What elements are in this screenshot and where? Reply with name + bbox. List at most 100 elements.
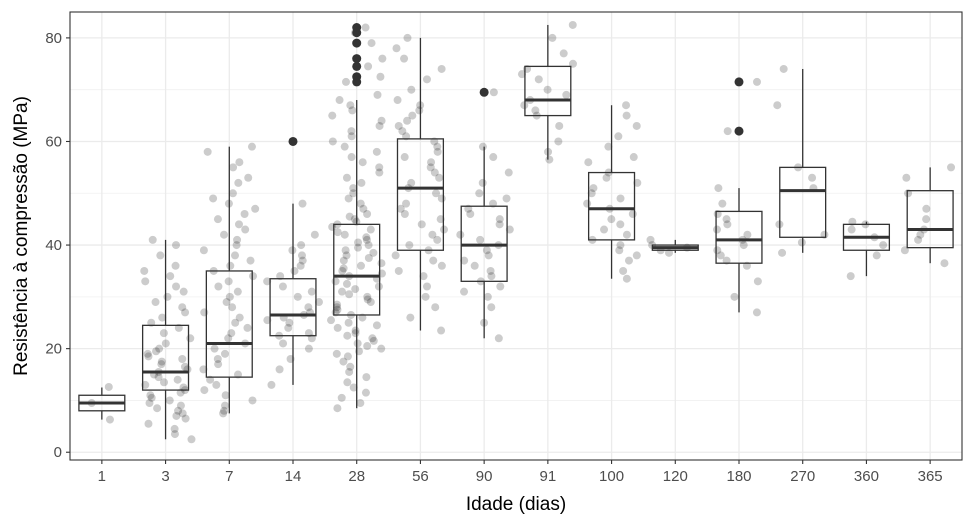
outlier-point	[734, 77, 744, 87]
data-point	[314, 298, 323, 307]
data-point	[713, 225, 722, 234]
data-point	[203, 147, 212, 156]
data-point	[403, 33, 412, 42]
data-point	[739, 241, 748, 250]
data-point	[263, 277, 272, 286]
data-point	[159, 329, 168, 338]
data-point	[391, 251, 400, 260]
data-point	[773, 101, 782, 110]
data-point	[353, 243, 362, 252]
data-point	[333, 300, 342, 309]
data-point	[221, 391, 230, 400]
data-point	[496, 282, 505, 291]
data-point	[368, 334, 377, 343]
data-point	[340, 142, 349, 151]
data-point	[157, 360, 166, 369]
data-point	[307, 287, 316, 296]
data-point	[332, 349, 341, 358]
data-point	[345, 367, 354, 376]
data-point	[779, 64, 788, 73]
data-point	[147, 393, 156, 402]
data-point	[346, 101, 355, 110]
data-point	[347, 127, 356, 136]
data-point	[752, 77, 761, 86]
data-point	[400, 54, 409, 63]
box-iqr	[715, 210, 763, 264]
outlier-point	[734, 126, 744, 136]
data-point	[285, 318, 294, 327]
data-point	[716, 251, 725, 260]
data-point	[210, 344, 219, 353]
data-point	[297, 251, 306, 260]
data-point	[616, 241, 625, 250]
data-point	[232, 241, 241, 250]
data-point	[487, 303, 496, 312]
data-point	[349, 383, 358, 392]
data-point	[233, 287, 242, 296]
data-point	[228, 189, 237, 198]
data-point	[174, 406, 183, 415]
data-point	[407, 178, 416, 187]
x-axis-title: Idade (dias)	[466, 494, 566, 515]
data-point	[604, 142, 613, 151]
data-point	[172, 411, 181, 420]
data-point	[178, 409, 187, 418]
x-axis: 1 3 7 14 28 56 90 91 100 120 180 270 360 365	[98, 460, 943, 485]
data-point	[333, 228, 342, 237]
data-point	[632, 251, 641, 260]
data-point	[212, 380, 221, 389]
x-tick-label: 360	[854, 468, 879, 485]
data-point	[359, 204, 368, 213]
outlier-point	[352, 54, 362, 64]
data-point	[231, 318, 240, 327]
data-point	[178, 303, 187, 312]
y-tick-label: 60	[45, 133, 62, 150]
data-point	[339, 264, 348, 273]
data-point	[172, 241, 181, 250]
data-point	[361, 23, 370, 32]
data-point	[714, 184, 723, 193]
y-axis: 0 20 40 60 80	[45, 30, 70, 461]
data-point	[356, 261, 365, 270]
data-point	[476, 235, 485, 244]
x-tick-label: 1	[98, 468, 106, 485]
data-point	[328, 137, 337, 146]
data-point	[363, 295, 372, 304]
data-point	[433, 235, 442, 244]
data-point	[220, 406, 229, 415]
x-tick-label: 270	[790, 468, 815, 485]
data-point	[284, 323, 293, 332]
data-point	[339, 357, 348, 366]
data-point	[358, 158, 367, 167]
y-tick-label: 40	[45, 237, 62, 254]
data-point	[616, 194, 625, 203]
data-point	[310, 230, 319, 239]
data-point	[339, 256, 348, 265]
data-point	[275, 365, 284, 374]
data-point	[778, 248, 787, 257]
data-point	[922, 204, 931, 213]
data-point	[722, 215, 731, 224]
data-point	[353, 339, 362, 348]
data-point	[278, 282, 287, 291]
plot-border	[69, 11, 963, 461]
box-iqr	[779, 166, 827, 238]
data-point	[214, 282, 223, 291]
data-point	[341, 246, 350, 255]
data-point	[153, 404, 162, 413]
data-point	[428, 230, 437, 239]
data-point	[235, 158, 244, 167]
data-point	[589, 184, 598, 193]
data-point	[181, 414, 190, 423]
data-point	[345, 212, 354, 221]
data-point	[244, 173, 253, 182]
data-point	[419, 272, 428, 281]
data-point	[366, 298, 375, 307]
data-point	[332, 303, 341, 312]
data-point	[405, 241, 414, 250]
data-point	[221, 401, 230, 410]
data-point	[426, 163, 435, 172]
x-tick-label: 180	[726, 468, 751, 485]
data-point	[333, 404, 342, 413]
data-point	[349, 189, 358, 198]
